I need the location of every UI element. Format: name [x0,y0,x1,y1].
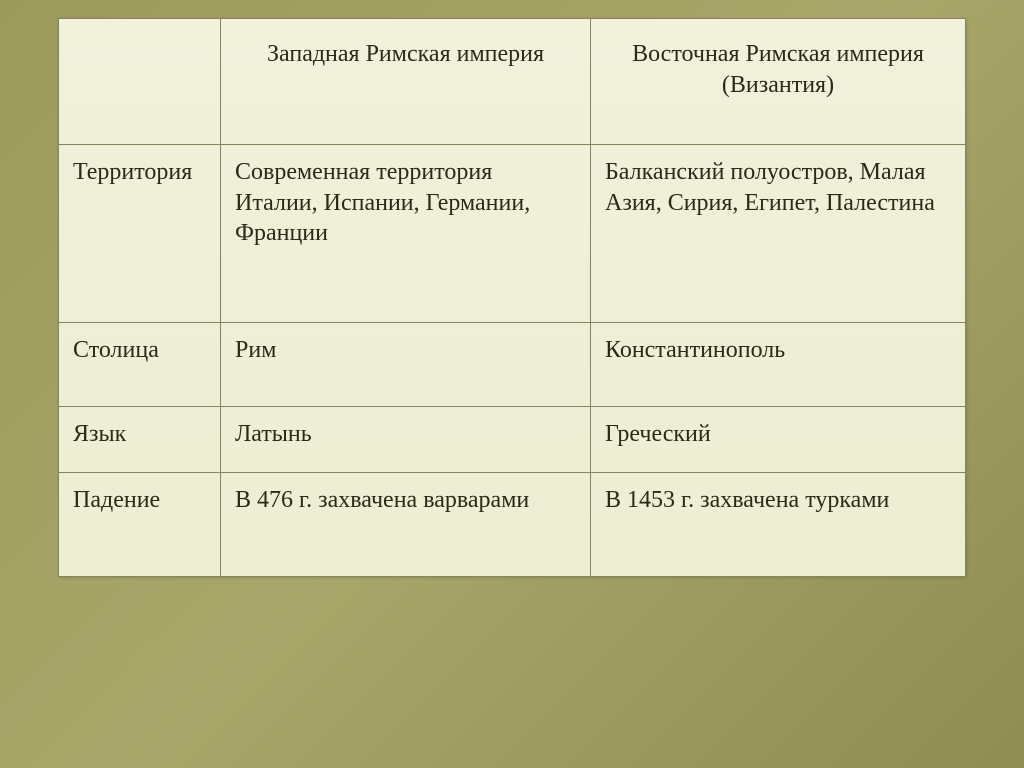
cell-territory-west: Современная территория Италии, Испании, … [221,145,591,323]
table-row: Территория Современная территория Италии… [59,145,966,323]
cell-territory-east: Балканский полуостров, Малая Азия, Сирия… [591,145,966,323]
row-label-territory: Территория [59,145,221,323]
row-label-language: Язык [59,407,221,473]
cell-capital-east: Константинополь [591,323,966,407]
row-label-fall: Падение [59,473,221,577]
header-west: Западная Римская империя [221,19,591,145]
row-label-capital: Столица [59,323,221,407]
slide-container: Западная Римская империя Восточная Римск… [0,0,1024,768]
cell-capital-west: Рим [221,323,591,407]
table-row: Падение В 476 г. захвачена варварами В 1… [59,473,966,577]
cell-language-west: Латынь [221,407,591,473]
cell-language-east: Греческий [591,407,966,473]
table-row: Столица Рим Константинополь [59,323,966,407]
table-row: Язык Латынь Греческий [59,407,966,473]
header-empty-cell [59,19,221,145]
table-header-row: Западная Римская империя Восточная Римск… [59,19,966,145]
header-east: Восточная Римская империя (Византия) [591,19,966,145]
cell-fall-west: В 476 г. захвачена варварами [221,473,591,577]
comparison-table: Западная Римская империя Восточная Римск… [58,18,966,577]
cell-fall-east: В 1453 г. захвачена турками [591,473,966,577]
